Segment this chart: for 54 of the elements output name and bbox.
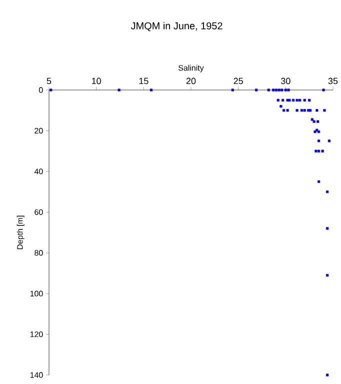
point — [287, 88, 290, 92]
point — [326, 274, 329, 277]
point — [303, 109, 306, 112]
point — [316, 128, 318, 132]
point — [314, 130, 316, 134]
point — [322, 88, 325, 92]
point — [310, 118, 314, 121]
x-tick-label: 25 — [234, 78, 243, 84]
point — [308, 109, 312, 112]
point — [298, 98, 302, 102]
point — [326, 374, 329, 376]
point — [282, 98, 284, 102]
point — [280, 104, 282, 108]
point — [284, 88, 287, 92]
x-tick-label: 35 — [328, 78, 338, 84]
point — [321, 150, 324, 152]
point — [323, 109, 326, 112]
point — [326, 190, 329, 194]
x-tick-label: 5 — [46, 78, 52, 84]
point — [276, 98, 280, 102]
point — [318, 150, 320, 152]
point — [150, 88, 153, 92]
point — [255, 88, 258, 92]
point — [296, 98, 298, 102]
point — [312, 120, 316, 123]
point — [118, 88, 120, 92]
point — [316, 109, 318, 112]
point — [300, 109, 304, 112]
point — [303, 98, 306, 102]
point — [318, 130, 320, 134]
point — [318, 180, 320, 183]
point — [314, 150, 318, 152]
chart-title: JMQM in June, 1952 — [130, 22, 222, 32]
point — [326, 227, 329, 230]
point — [307, 109, 310, 112]
point — [274, 88, 278, 92]
point — [318, 140, 320, 142]
point — [50, 88, 52, 92]
point — [280, 88, 284, 92]
point — [308, 98, 311, 102]
point — [278, 88, 280, 92]
x-tick-label: 30 — [281, 78, 290, 84]
point — [328, 140, 331, 142]
point — [296, 109, 298, 112]
point — [292, 98, 295, 102]
x-tick-label: 15 — [139, 78, 148, 84]
point — [316, 120, 320, 123]
point — [267, 88, 270, 92]
point — [286, 109, 289, 112]
point — [272, 88, 275, 92]
point — [282, 109, 286, 112]
x-tick-label: 10 — [92, 78, 101, 84]
point — [231, 88, 234, 92]
x-tick-label: 20 — [186, 78, 196, 84]
